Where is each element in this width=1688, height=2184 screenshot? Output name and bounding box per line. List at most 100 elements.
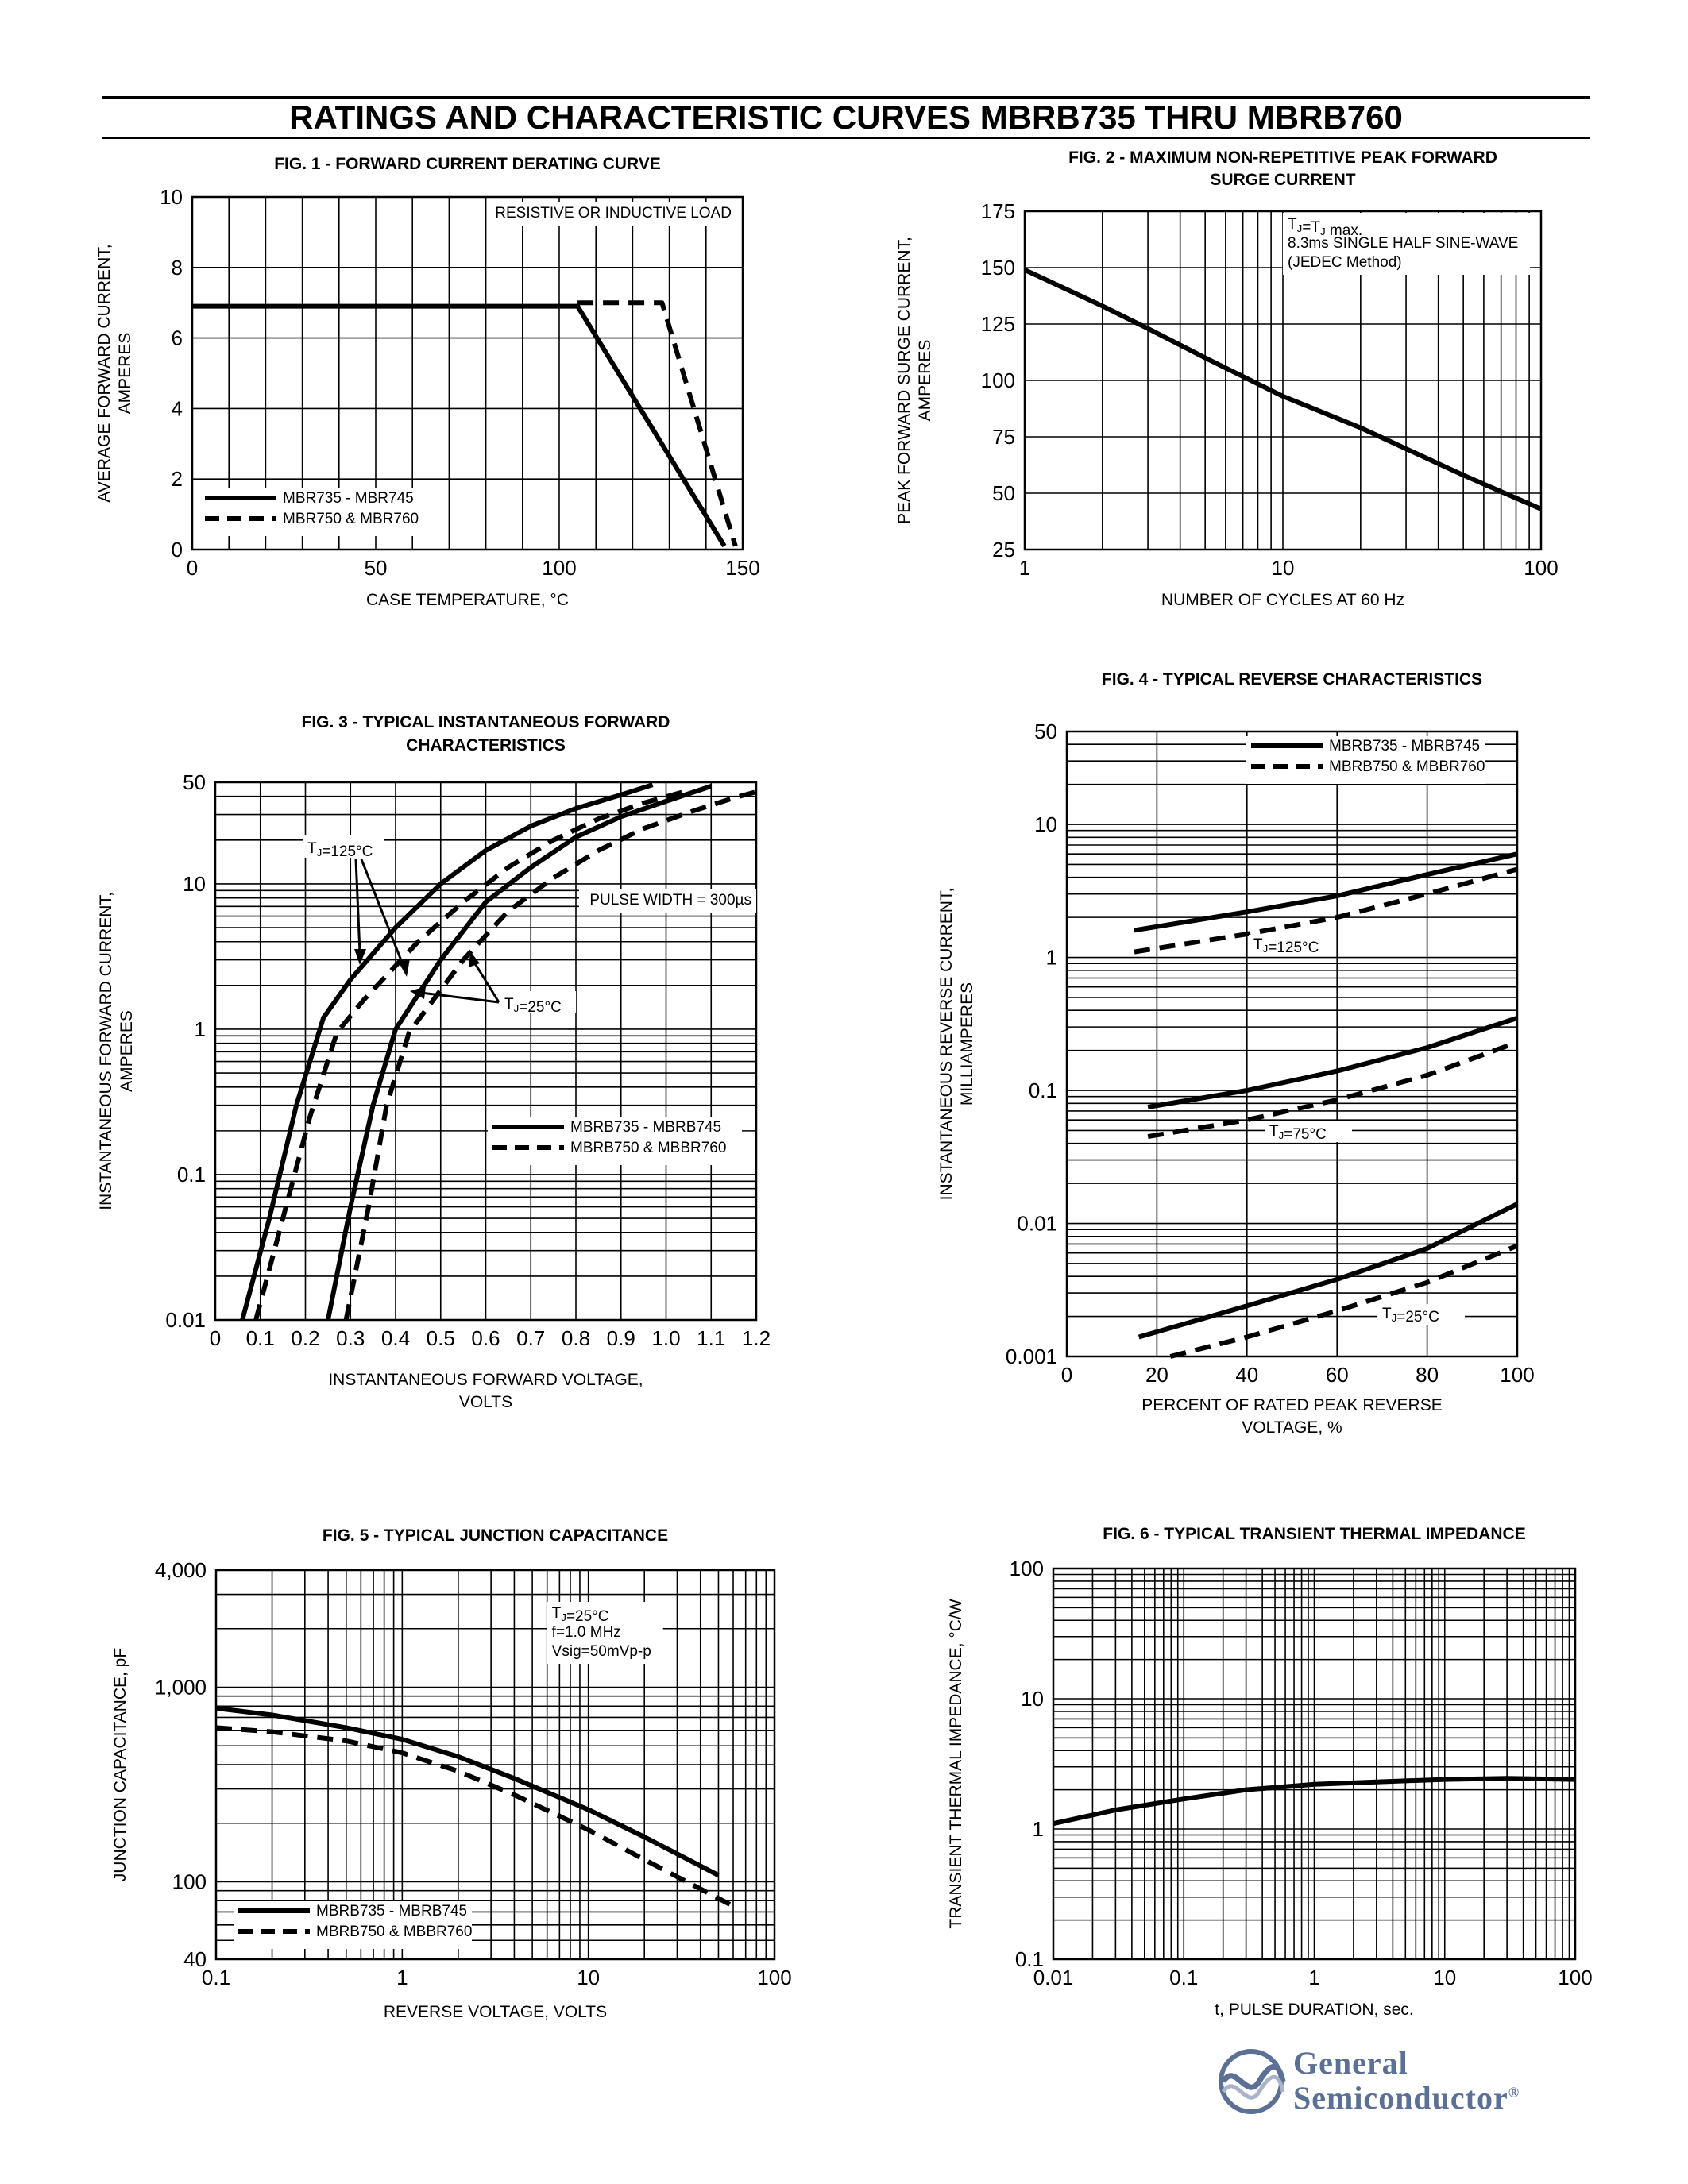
fig3-x-tick-label: 0	[210, 1326, 221, 1350]
fig3-x-tick-label: 0.8	[562, 1326, 590, 1350]
fig2-y-axis-label: AMPERES	[916, 340, 934, 422]
fig3-x-tick-label: 0.3	[336, 1326, 365, 1350]
fig2-x-axis-label: NUMBER OF CYCLES AT 60 Hz	[1161, 591, 1404, 609]
fig4-curve-label-bg	[1265, 1121, 1352, 1142]
fig2-title: SURGE CURRENT	[1210, 171, 1355, 189]
fig4-plot-frame	[1065, 730, 1519, 1358]
fig5-series-line	[215, 1725, 735, 1908]
fig3-series-line	[325, 784, 713, 1321]
fig3-callout-125c: TJ=125°C	[307, 840, 373, 860]
fig3-x-tick-label: 0.9	[607, 1326, 635, 1350]
fig3-y-tick-label: 50	[183, 770, 206, 794]
fig2-series-line	[1023, 268, 1543, 511]
fig5-note-text: Vsig=50mVp-p	[552, 1643, 651, 1660]
fig6-x-tick-label: 1	[1308, 1966, 1319, 1989]
fig3-callout-arrow	[420, 991, 500, 1004]
fig2-y-tick-label: 125	[981, 312, 1015, 336]
fig2-note-text: (JEDEC Method)	[1288, 254, 1402, 271]
fig5-plot-frame	[214, 1569, 776, 1961]
fig1-title: FIG. 1 - FORWARD CURRENT DERATING CURVE	[274, 155, 661, 173]
fig3-legend-label: MBRB735 - MBRB745	[570, 1119, 721, 1136]
fig6-y-axis-label: TRANSIENT THERMAL IMPEDANCE, °C/W	[947, 1599, 965, 1928]
fig1-x-tick-label: 100	[542, 556, 576, 580]
fig1-chart: 0 50 100 150 0 2 4 6 8 10 FIG. 1 - FORWARD CURRENT…	[95, 155, 760, 609]
fig4-x-tick-label: 100	[1500, 1363, 1534, 1387]
fig6-title: FIG. 6 - TYPICAL TRANSIENT THERMAL IMPED…	[1103, 1525, 1525, 1543]
page-title: RATINGS AND CHARACTERISTIC CURVES MBRB73…	[289, 98, 1403, 136]
fig1-x-tick-label: 50	[365, 556, 388, 580]
top-rule	[102, 96, 1590, 99]
fig6-y-tick-label: 0.1	[1015, 1947, 1044, 1971]
fig5-x-tick-label: 10	[577, 1966, 600, 1989]
fig3-x-tick-label: 0.6	[471, 1326, 500, 1350]
fig4-y-tick-label: 50	[1034, 720, 1057, 743]
fig6-y-tick-label: 1	[1033, 1817, 1044, 1841]
fig2-y-tick-label: 25	[992, 538, 1015, 561]
fig1-legend-label: MBR750 & MBR760	[283, 511, 419, 527]
fig6-x-tick-label: 10	[1433, 1966, 1456, 1989]
fig3-note-bg	[579, 889, 756, 913]
fig3-callout-bg	[303, 835, 384, 858]
fig1-x-tick-label: 0	[187, 556, 198, 580]
fig1-series-line	[577, 300, 738, 547]
fig3-series-line	[240, 782, 654, 1321]
fig2-plot-frame	[1023, 210, 1543, 551]
fig4-series-line	[1138, 1202, 1519, 1340]
fig5-note-text: TJ=25°C	[552, 1605, 609, 1625]
fig3-plot-frame	[214, 781, 758, 1322]
fig2-x-tick-label: 10	[1272, 556, 1295, 580]
fig3-y-tick-label: 0.1	[177, 1163, 206, 1187]
fig3-legend-label: MBRB750 & MBBR760	[570, 1140, 726, 1156]
fig3-y-axis-label: INSTANTANEOUS FORWARD CURRENT,	[97, 892, 115, 1210]
fig1-series-line	[192, 303, 727, 548]
fig4-y-tick-label: 0.001	[1006, 1345, 1057, 1368]
fig4-title: FIG. 4 - TYPICAL REVERSE CHARACTERISTICS	[1102, 670, 1482, 689]
fig5-x-tick-label: 1	[396, 1966, 408, 1989]
title-underline	[102, 137, 1590, 139]
fig3-x-tick-label: 0.2	[291, 1326, 319, 1350]
fig6-y-tick-label: 10	[1021, 1687, 1044, 1711]
fig2-x-tick-label: 100	[1524, 556, 1558, 580]
fig4-series-line	[1147, 1040, 1519, 1140]
fig3-x-tick-label: 0.1	[246, 1326, 275, 1350]
fig1-plot-frame	[191, 195, 744, 551]
fig3-series-line	[253, 788, 689, 1321]
fig2-chart: 1 10 100 25 50 75 100 125 150 175 FIG. 2 - MAXIMUM…	[895, 149, 1559, 609]
fig3-x-tick-label: 0.7	[516, 1326, 545, 1350]
fig4-y-tick-label: 1	[1046, 946, 1057, 970]
fig3-x-tick-label: 1.0	[651, 1326, 680, 1350]
fig1-y-tick-label: 2	[172, 467, 183, 491]
fig3-callout-bg	[500, 991, 576, 1013]
fig1-y-tick-label: 8	[172, 256, 183, 280]
fig3-x-axis-label: VOLTS	[459, 1393, 512, 1411]
fig3-series-line	[343, 789, 757, 1321]
fig4-curve-label: TJ=75°C	[1269, 1123, 1327, 1143]
fig5-chart: 0.1 1 10 100 40 100 1,000 4,000 FIG. 5 - TYPICAL…	[111, 1526, 792, 2021]
fig1-note-bg	[489, 202, 736, 226]
fig4-x-axis-label: VOLTAGE, %	[1242, 1418, 1342, 1437]
fig2-note-bg	[1283, 213, 1530, 275]
general-semiconductor-logo-icon	[1219, 2049, 1286, 2114]
fig5-series-line	[215, 1705, 720, 1877]
fig3-title: FIG. 3 - TYPICAL INSTANTANEOUS FORWARD	[302, 713, 670, 731]
fig3-title: CHARACTERISTICS	[406, 736, 566, 754]
fig4-curve-label-bg	[1377, 1304, 1465, 1325]
fig3-callout-arrow	[360, 859, 407, 971]
fig3-y-tick-label: 1	[195, 1017, 206, 1041]
fig5-y-tick-label: 100	[172, 1870, 207, 1894]
fig4-y-tick-label: 0.1	[1029, 1078, 1057, 1102]
fig3-x-axis-label: INSTANTANEOUS FORWARD VOLTAGE,	[328, 1371, 643, 1389]
fig4-curve-label: TJ=25°C	[1382, 1306, 1439, 1325]
fig3-x-tick-label: 1.1	[697, 1326, 725, 1350]
fig4-chart: 0 20 40 60 80 100 0.001 0.01 0.1 1 10 50 FIG. 4 - TY…	[937, 670, 1535, 1437]
fig4-y-axis-label: INSTANTANEOUS REVERSE CURRENT,	[937, 888, 956, 1201]
logo-line-2: Semiconductor®	[1293, 2080, 1520, 2116]
fig3-y-tick-label: 0.01	[165, 1308, 206, 1332]
fig3-x-tick-label: 1.2	[742, 1326, 771, 1350]
fig4-x-tick-label: 40	[1235, 1363, 1258, 1387]
fig4-legend-label: MBRB750 & MBBR760	[1329, 758, 1485, 775]
fig2-y-tick-label: 75	[992, 425, 1015, 449]
fig1-y-tick-label: 4	[172, 396, 183, 420]
fig5-legend-label: MBRB735 - MBRB745	[316, 1903, 467, 1920]
